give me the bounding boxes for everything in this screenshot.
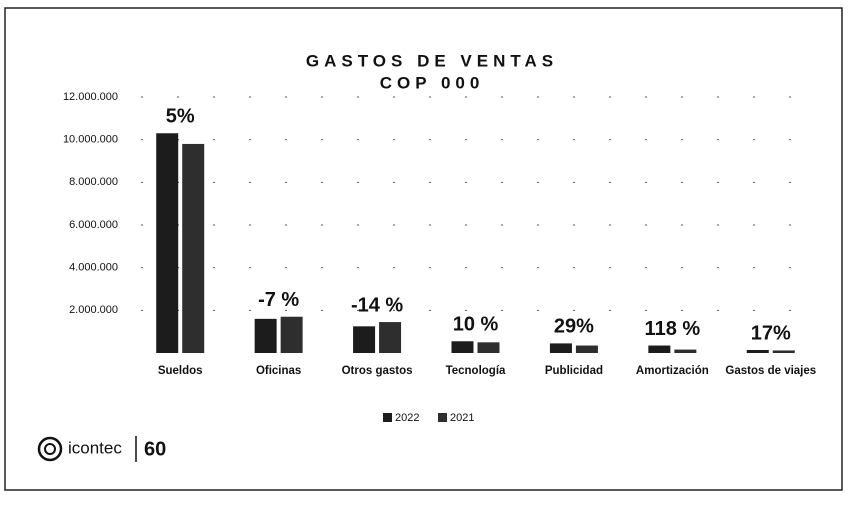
logo-core — [44, 443, 56, 455]
change-label: 29% — [554, 316, 594, 338]
frame — [4, 7, 843, 491]
bar — [353, 326, 376, 353]
logo-text: icontec — [68, 438, 122, 457]
x-tick-label: Tecnología — [446, 365, 506, 377]
bar — [254, 318, 277, 353]
bar — [477, 342, 500, 353]
x-tick-label: Amortización — [636, 365, 709, 377]
logo: icontec 60 — [37, 436, 166, 462]
y-tick-label: 6.000.000 — [69, 219, 118, 231]
bar — [549, 343, 572, 353]
bar — [575, 345, 598, 353]
change-label: 118 % — [645, 318, 701, 340]
x-tick-label: Oficinas — [256, 365, 301, 377]
change-label: 10 % — [453, 314, 499, 336]
change-label: 17% — [751, 322, 791, 344]
bar — [379, 322, 402, 353]
bar — [674, 349, 697, 353]
legend-swatch — [438, 413, 447, 422]
chart-title: GASTOS DE VENTAS — [306, 51, 558, 70]
chart-subtitle: COP 000 — [380, 73, 485, 92]
logo-ring — [37, 436, 63, 462]
x-tick-label: Publicidad — [545, 365, 603, 377]
y-tick-label: 10.000.000 — [63, 134, 118, 146]
change-label: -7 % — [258, 289, 299, 311]
bar — [772, 350, 795, 353]
legend-label: 2022 — [395, 412, 419, 424]
bar — [156, 133, 179, 353]
change-label: 5% — [166, 106, 195, 128]
legend-swatch — [383, 413, 392, 422]
bar — [746, 350, 769, 353]
bar — [280, 316, 303, 353]
x-tick-label: Sueldos — [158, 365, 203, 377]
x-tick-label: Gastos de viajes — [725, 365, 816, 377]
y-tick-label: 4.000.000 — [69, 262, 118, 274]
bar — [451, 341, 474, 353]
y-tick-label: 2.000.000 — [69, 304, 118, 316]
logo-badge: 60 — [144, 438, 166, 460]
x-tick-label: Otros gastos — [342, 365, 413, 377]
bar — [182, 143, 205, 353]
y-tick-label: 8.000.000 — [69, 176, 118, 188]
legend-label: 2021 — [450, 412, 474, 424]
change-label: -14 % — [351, 294, 403, 316]
y-tick-label: 12.000.000 — [63, 91, 118, 103]
bar — [648, 345, 671, 353]
